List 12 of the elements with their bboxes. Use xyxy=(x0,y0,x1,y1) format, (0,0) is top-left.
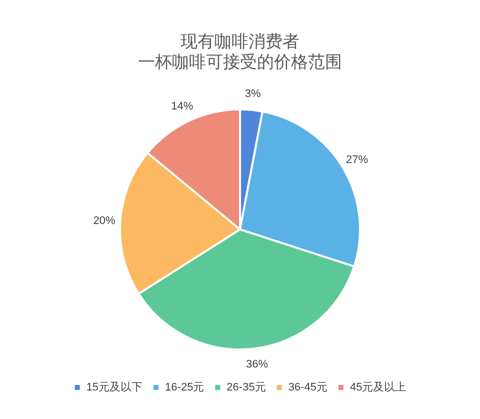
legend-label: 15元及以下 xyxy=(86,380,143,394)
data-label: 36% xyxy=(246,358,268,370)
data-label: 20% xyxy=(93,214,116,227)
legend-label: 36-45元 xyxy=(288,382,328,394)
legend-label: 45元及以上 xyxy=(350,380,406,394)
data-label: 27% xyxy=(346,154,368,166)
data-label: 14% xyxy=(171,100,194,112)
legend-label: 26-35元 xyxy=(226,382,266,394)
chart-title: 现有咖啡消费者 xyxy=(180,32,300,51)
chart-subtitle: 一杯咖啡可接受的价格范围 xyxy=(138,52,342,72)
data-label: 3% xyxy=(244,88,261,100)
legend-label: 16-25元 xyxy=(165,382,204,394)
